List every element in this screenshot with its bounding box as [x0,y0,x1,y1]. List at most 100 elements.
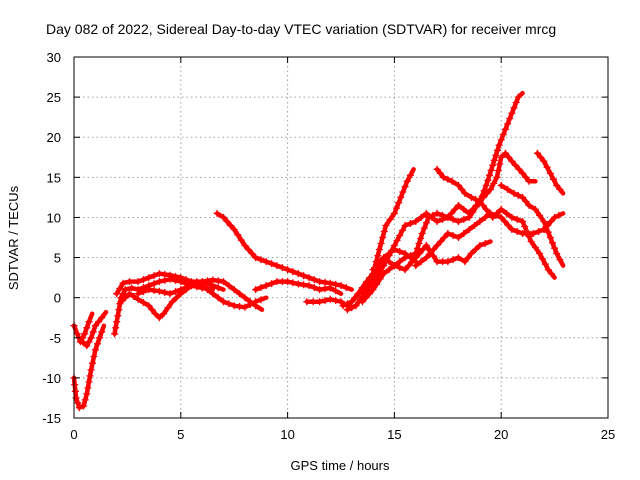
data-point-marker [374,252,382,260]
data-point-marker [148,306,156,314]
data-point-marker [365,284,373,292]
data-point-marker [547,218,555,225]
data-point-marker [385,252,393,260]
data-point-marker [508,226,516,233]
data-point-marker [433,209,441,217]
data-point-marker [499,131,507,138]
data-point-marker [412,218,420,225]
data-point-marker [444,258,452,266]
data-point-marker [373,262,381,270]
data-point-marker [425,213,433,221]
data-point-marker [134,290,142,298]
data-point-marker [447,209,455,217]
data-point-marker [390,242,398,249]
data-point-marker [214,277,222,285]
data-point-marker [502,125,509,133]
data-point-marker [523,228,531,235]
data-point-marker [241,294,249,302]
data-point-marker [257,256,265,264]
y-tick-label: 25 [47,90,61,105]
data-point-marker [460,205,468,213]
data-point-marker [326,295,334,303]
data-point-marker [262,258,270,266]
data-point-marker [540,218,548,225]
data-point-marker [527,238,535,245]
data-point-marker [390,262,398,270]
data-point-marker [155,287,163,295]
data-point-marker [396,264,404,272]
data-point-marker [522,197,530,205]
data-point-marker [449,215,457,223]
data-point-marker [546,169,554,177]
data-point-marker [386,215,394,223]
data-point-marker [422,242,430,249]
data-point-marker [551,244,559,252]
data-point-marker [455,218,462,225]
data-point-marker [426,250,434,257]
data-point-marker [248,250,256,257]
data-point-marker [393,237,401,244]
data-point-marker [508,157,516,165]
data-point-marker [458,185,466,193]
data-point-marker [252,254,260,262]
data-point-marker [111,330,119,338]
data-point-marker [382,222,390,229]
y-tick-label: 5 [54,251,61,266]
data-point-marker [490,156,498,164]
data-point-marker [237,236,245,244]
data-point-marker [139,299,147,306]
data-point-marker [472,246,480,253]
data-point-marker [126,290,133,298]
data-point-marker [352,302,360,310]
data-point-marker [504,120,512,128]
data-point-marker [225,300,233,308]
data-point-marker [268,280,276,288]
data-point-marker [117,298,125,306]
data-point-marker [74,399,82,407]
data-point-marker [513,215,521,223]
data-point-marker [455,234,462,241]
data-point-marker [467,250,475,257]
data-point-marker [160,310,168,318]
data-point-marker [408,258,416,266]
data-point-marker [444,230,452,237]
data-point-marker [540,157,548,165]
data-point-marker [489,213,497,221]
data-point-marker [113,290,121,298]
data-point-marker [472,203,480,211]
data-point-marker [476,242,484,249]
data-point-marker [541,260,549,268]
data-point-marker [508,109,516,117]
data-point-marker [519,169,527,177]
data-point-marker [252,298,260,306]
data-point-marker [155,278,163,286]
data-point-marker [166,271,174,279]
data-point-marker [487,185,494,193]
data-point-marker [467,193,475,201]
data-point-marker [213,209,221,217]
data-point-marker [85,378,93,386]
data-point-marker [401,254,409,262]
data-point-marker [483,189,491,197]
data-point-marker [513,228,521,235]
data-point-marker [542,223,550,231]
data-point-marker [230,286,238,294]
data-point-marker [380,262,388,270]
data-point-marker [121,294,129,302]
data-point-marker [332,280,340,288]
data-point-marker [305,282,313,290]
data-point-marker [81,396,89,404]
data-point-marker [437,238,445,245]
data-point-marker [380,254,388,262]
data-point-marker [449,256,457,264]
series-arc-17 [498,183,566,268]
data-point-marker [439,211,446,219]
data-point-marker [198,282,206,290]
data-point-marker [417,213,425,221]
data-point-marker [98,314,106,322]
data-point-marker [366,290,373,298]
x-tick-label: 5 [177,427,184,442]
data-point-marker [393,204,400,212]
data-point-marker [495,141,503,149]
data-point-marker [150,272,158,280]
